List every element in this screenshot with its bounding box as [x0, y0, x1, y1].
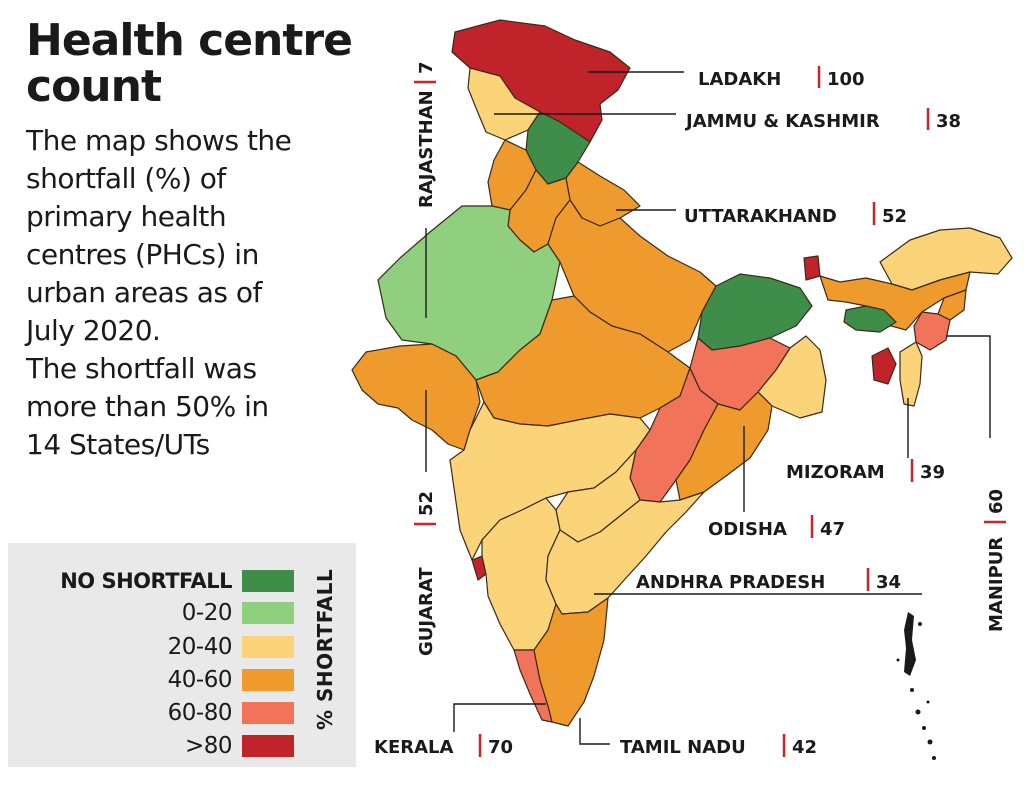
callout-uttarakhand: UTTARAKHAND 52: [684, 202, 907, 227]
legend-item-60-80: 60-80: [167, 700, 294, 726]
callout-name: KERALA: [374, 737, 454, 758]
callout-name: JAMMU & KASHMIR: [684, 111, 880, 132]
legend-swatch: [242, 669, 294, 691]
legend-swatch: [242, 636, 294, 658]
description-line: July 2020.: [26, 314, 161, 347]
state-nagaland: [937, 289, 967, 321]
andaman-nicobar-islands: [896, 612, 936, 760]
legend-item-over-80: >80: [184, 733, 294, 759]
state-west-bengal: [757, 335, 827, 419]
leader-kerala: [453, 703, 546, 732]
legend-label: >80: [184, 733, 233, 759]
description-line: The map shows the: [26, 124, 292, 157]
callout-name: LADAKH: [698, 69, 781, 90]
description-line: primary health: [26, 200, 227, 233]
leader-manipur: [946, 335, 991, 438]
description-line: 14 States/UTs: [26, 428, 210, 461]
legend-label: NO SHORTFALL: [60, 569, 232, 593]
description-line: centres (PHCs) in: [26, 238, 259, 271]
state-sikkim: [803, 255, 821, 281]
state-manipur: [913, 311, 951, 351]
callout-name: ODISHA: [708, 519, 787, 540]
callout-value: 38: [936, 111, 961, 132]
callout-jammu-kashmir: JAMMU & KASHMIR 38: [684, 108, 961, 132]
state-jammu-kashmir: [467, 67, 541, 141]
callout-name: UTTARAKHAND: [684, 206, 837, 227]
leader-tamil-nadu: [579, 718, 610, 745]
legend-item-20-40: 20-40: [167, 634, 294, 660]
callout-name: TAMIL NADU: [620, 737, 746, 758]
callout-value: 52: [882, 206, 907, 227]
description-line: The shortfall was: [26, 352, 257, 385]
callout-value: 52: [416, 491, 437, 516]
legend-item-40-60: 40-60: [167, 667, 294, 693]
legend-swatch: [242, 570, 294, 592]
callout-name: MANIPUR: [986, 537, 1007, 632]
callout-name: MIZORAM: [786, 462, 885, 483]
callout-value: 47: [820, 519, 845, 540]
callout-ladakh: LADAKH 100: [698, 66, 865, 90]
map-title: Health centre count: [26, 15, 353, 112]
callout-rajasthan: RAJASTHAN 7: [414, 61, 437, 208]
callout-value: 70: [488, 737, 513, 758]
legend-swatch: [242, 602, 294, 624]
legend-swatch: [242, 735, 294, 757]
state-odisha: [675, 391, 773, 501]
legend-swatch: [242, 702, 294, 724]
state-tripura: [871, 347, 897, 385]
state-tamil-nadu: [533, 597, 609, 727]
legend-label: 20-40: [167, 634, 233, 660]
callout-gujarat: GUJARAT 52: [414, 491, 437, 656]
callout-manipur: MANIPUR 60: [984, 489, 1007, 632]
callout-tamil-nadu: TAMIL NADU 42: [620, 734, 817, 758]
state-mizoram: [899, 341, 923, 407]
callout-mizoram: MIZORAM 39: [786, 459, 945, 483]
description-line: shortfall (%) of: [26, 162, 226, 195]
map-description: The map shows the shortfall (%) of prima…: [26, 122, 346, 464]
callout-value: 39: [920, 462, 945, 483]
legend: NO SHORTFALL 0-20 20-40 40-60 60-80 >80: [8, 543, 356, 767]
callout-name: RAJASTHAN: [416, 90, 437, 208]
legend-label: 0-20: [181, 600, 233, 626]
callout-andhra-pradesh: ANDHRA PRADESH 34: [636, 568, 901, 593]
callout-value: 34: [876, 572, 901, 593]
state-meghalaya: [843, 305, 897, 333]
legend-label: 40-60: [167, 667, 233, 693]
callout-value: 42: [792, 737, 817, 758]
legend-item-no-shortfall: NO SHORTFALL: [60, 569, 294, 593]
description-line: urban areas as of: [26, 276, 262, 309]
callout-value: 7: [416, 61, 437, 74]
callout-kerala: KERALA 70: [374, 734, 513, 758]
callout-value: 100: [827, 69, 865, 90]
state-bihar: [697, 273, 813, 351]
callout-name: GUJARAT: [416, 567, 437, 656]
legend-item-0-20: 0-20: [181, 600, 294, 626]
callout-name: ANDHRA PRADESH: [636, 572, 825, 593]
description-line: more than 50% in: [26, 390, 269, 423]
callout-odisha: ODISHA 47: [708, 515, 845, 540]
legend-label: 60-80: [167, 700, 233, 726]
callout-value: 60: [986, 489, 1007, 514]
